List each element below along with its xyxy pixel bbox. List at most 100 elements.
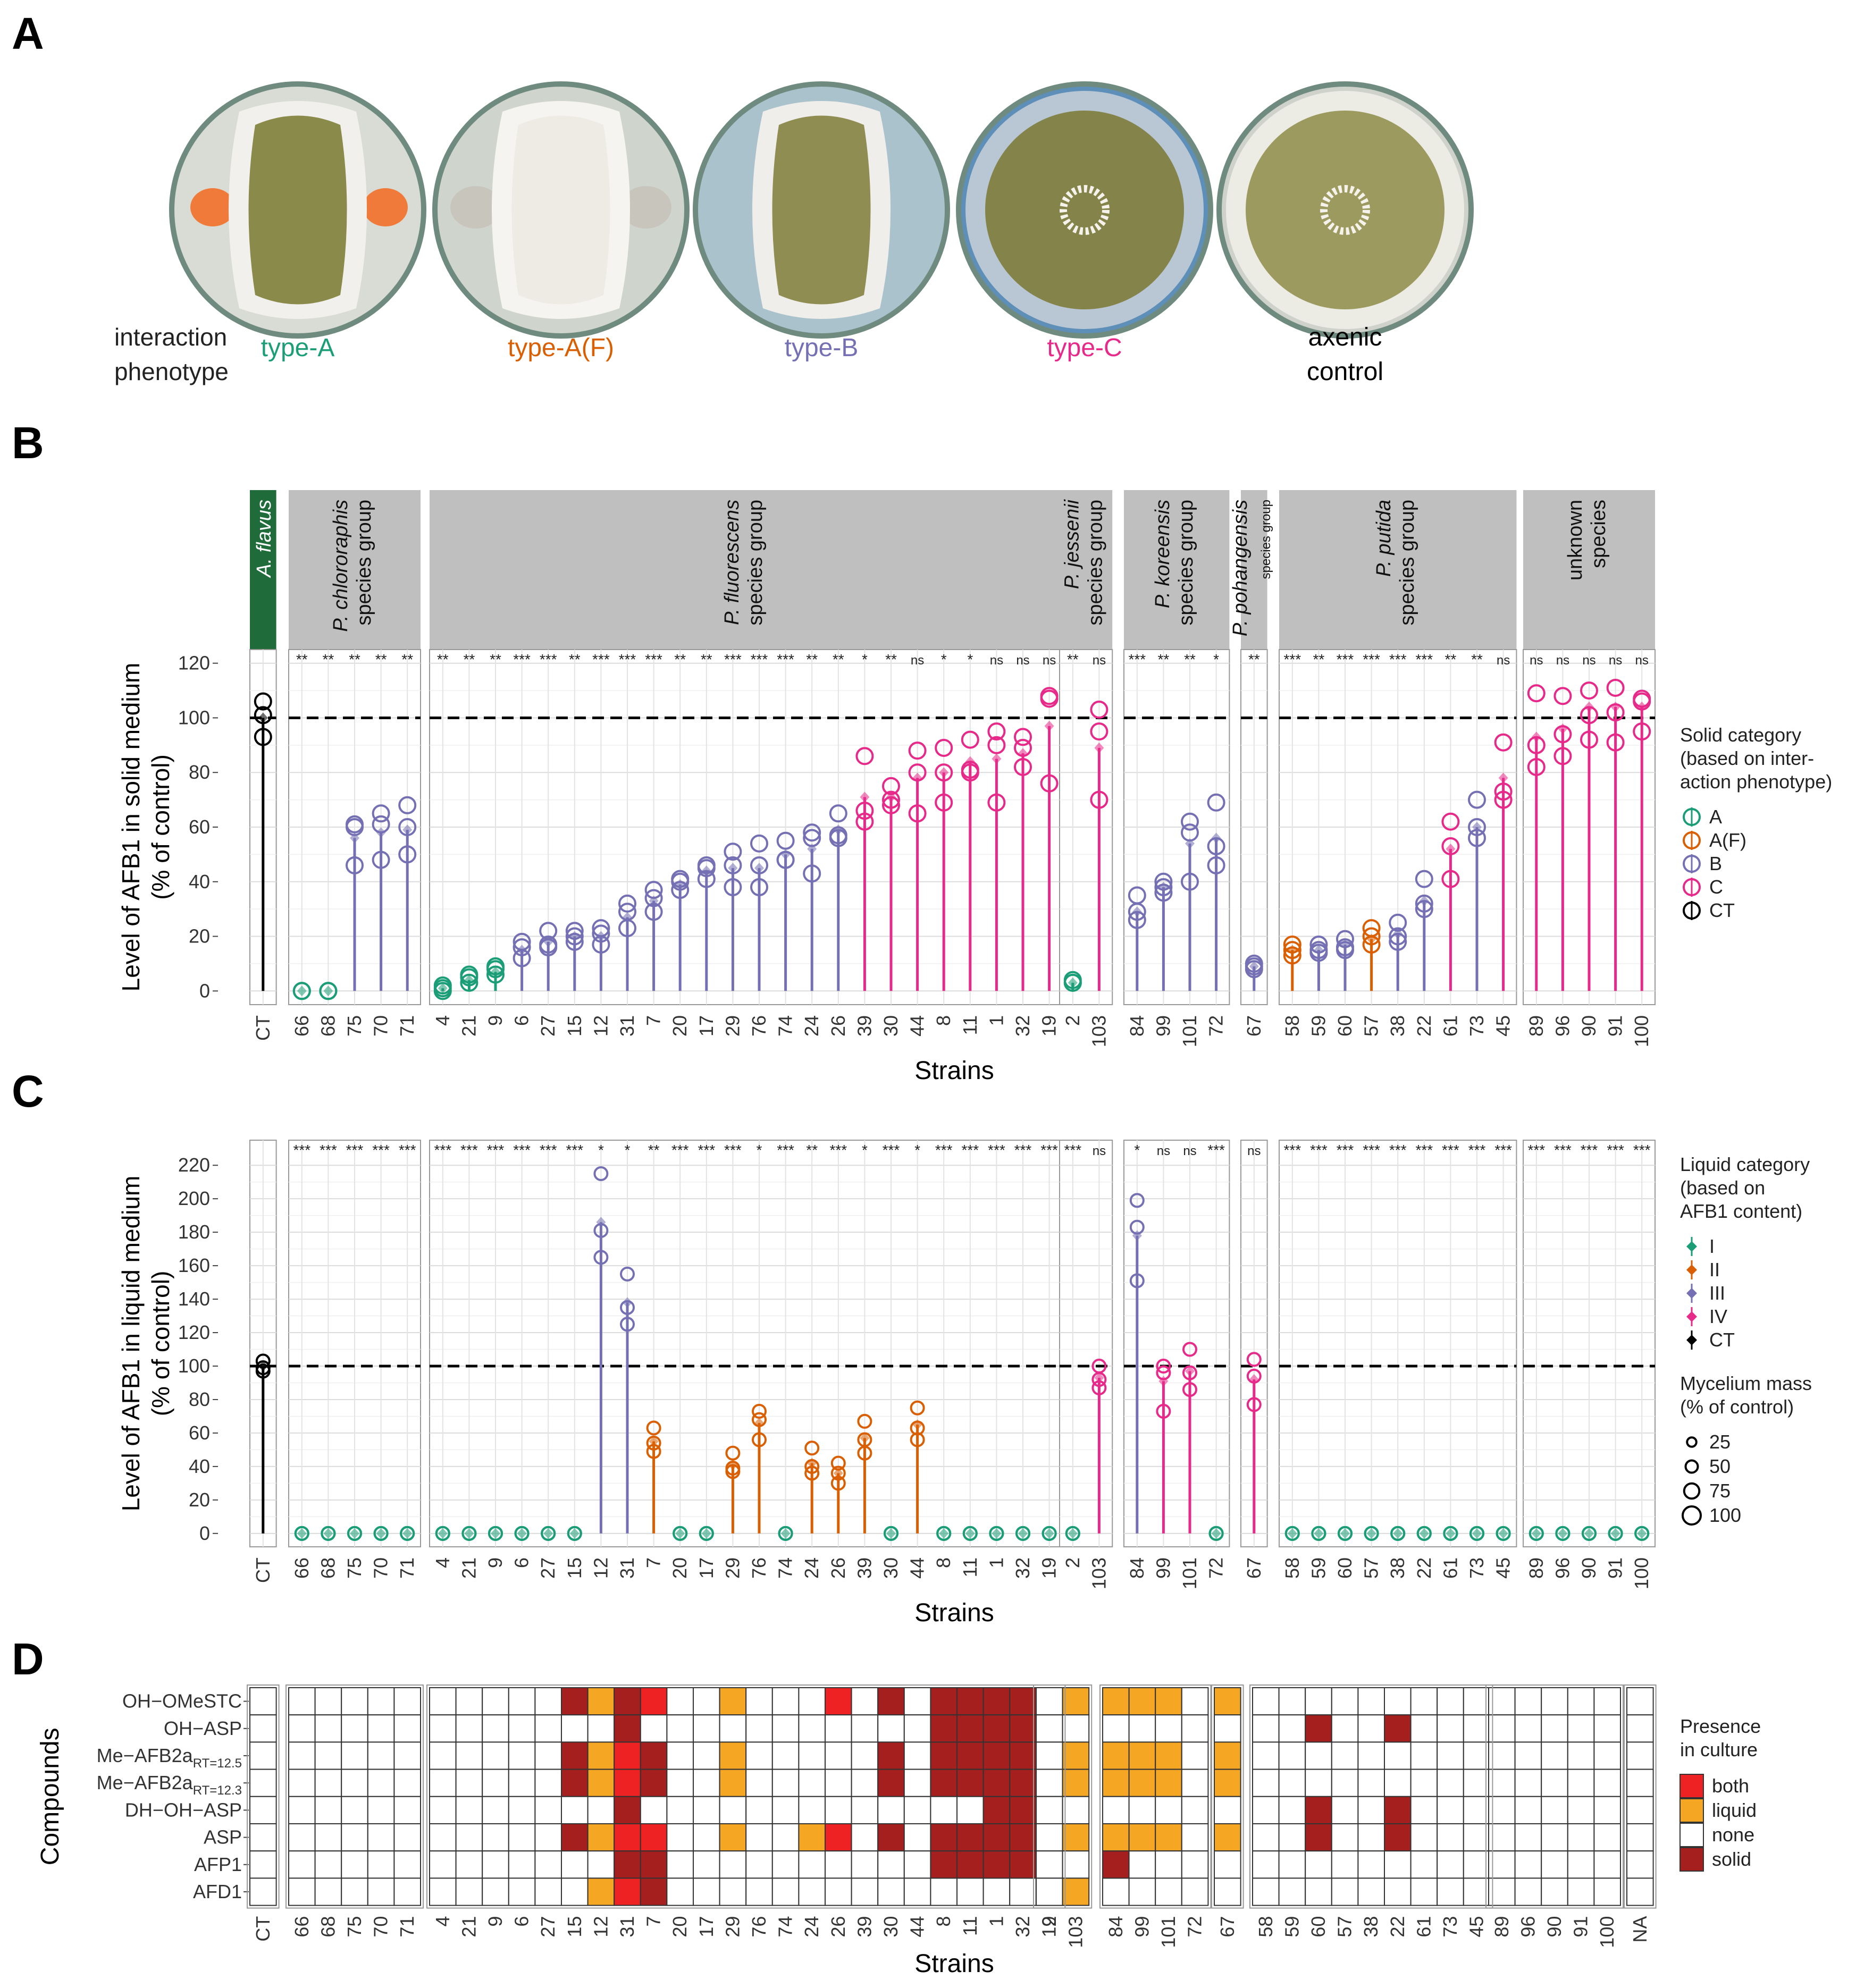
heatmap-cell <box>1331 1796 1359 1825</box>
heatmap-cell <box>745 1877 773 1906</box>
heatmap-cell <box>1305 1741 1332 1770</box>
x-tick-label: 70 <box>370 1015 392 1037</box>
heatmap-cell <box>1128 1687 1156 1716</box>
heatmap-cell <box>825 1850 852 1879</box>
heatmap-cell <box>1062 1741 1090 1770</box>
legend-label: C <box>1709 876 1723 898</box>
legend-title: AFB1 content) <box>1680 1200 1802 1222</box>
x-tick-label: 4 <box>432 1015 453 1026</box>
heatmap-cell <box>341 1741 368 1770</box>
heatmap-cell <box>1305 1850 1332 1879</box>
mean-marker <box>728 863 738 874</box>
replicate-point <box>1207 793 1225 812</box>
heatmap-cell <box>903 1850 931 1879</box>
replicate-point <box>803 823 821 842</box>
strain-19-marks <box>1040 687 1059 991</box>
facet-panel: * ns ns *** <box>1123 1140 1230 1547</box>
significance-label: *** <box>961 1142 979 1158</box>
significance-label: *** <box>293 1142 310 1158</box>
heatmap-cell <box>877 1714 905 1743</box>
heatmap-cell <box>1593 1796 1621 1825</box>
mean-marker <box>350 1528 359 1539</box>
strain-19-marks <box>1042 1526 1057 1541</box>
replicate-point <box>830 1465 846 1481</box>
heatmap-cell <box>825 1823 852 1852</box>
x-tick-label: 96 <box>1551 1015 1573 1037</box>
heatmap-cell <box>1009 1714 1037 1743</box>
x-tick-label: 100 <box>1596 1916 1618 1948</box>
replicate-point <box>1182 1342 1197 1357</box>
replicate-point <box>1015 1526 1030 1541</box>
replicate-point <box>989 1526 1004 1541</box>
replicate-point <box>1284 1526 1300 1541</box>
heatmap-cell <box>903 1741 931 1770</box>
facet-panel: ns <box>1240 1140 1268 1547</box>
x-tick-label: 71 <box>396 1015 418 1037</box>
x-tick-label: 19 <box>1038 1557 1060 1579</box>
significance-label: * <box>625 1142 631 1158</box>
heatmap-cell <box>771 1850 800 1879</box>
strain-29-marks <box>724 843 742 991</box>
heatmap-cell <box>1593 1768 1621 1797</box>
heatmap-cell <box>1626 1768 1654 1797</box>
strain-90-marks <box>1582 1526 1597 1541</box>
heatmap-cell <box>1036 1741 1063 1770</box>
x-tick-label: 66 <box>291 1557 313 1579</box>
significance-label: *** <box>777 651 794 668</box>
heatmap-cell <box>1278 1796 1306 1825</box>
y-tick-label: 120 <box>178 1321 210 1343</box>
heatmap-cell <box>455 1741 483 1770</box>
facet-border <box>247 1684 280 1909</box>
heatmap-cell <box>1410 1687 1438 1716</box>
x-tick-label: 20 <box>669 1015 691 1037</box>
replicate-point <box>254 728 272 746</box>
x-tick-label: 73 <box>1439 1916 1461 1938</box>
heatmap-cell <box>561 1714 589 1743</box>
x-tick-label: 57 <box>1360 1015 1382 1037</box>
replicate-point <box>804 1459 820 1474</box>
replicate-point <box>398 796 417 814</box>
mean-marker <box>1498 772 1508 784</box>
heatmap-cell <box>982 1850 1011 1879</box>
x-tick-label: 74 <box>775 1916 796 1938</box>
significance-label: *** <box>935 1142 953 1158</box>
heatmap-cell <box>367 1687 395 1716</box>
strain-30-marks <box>882 777 900 991</box>
x-tick-label: 44 <box>906 1557 928 1579</box>
heatmap-cell <box>1181 1823 1209 1852</box>
strain-20-marks <box>673 1526 688 1541</box>
y-tick-label: 80 <box>189 1388 210 1410</box>
mean-marker <box>1558 1528 1568 1539</box>
significance-label: ns <box>1497 653 1510 668</box>
legend-key <box>1686 1284 1697 1303</box>
x-tick-label: 90 <box>1578 1015 1600 1037</box>
replicate-point <box>1129 1273 1145 1288</box>
heatmap-cell <box>341 1850 368 1879</box>
strain-96-marks <box>1555 1526 1571 1541</box>
heatmap-cell <box>249 1714 277 1743</box>
heatmap-cell <box>1062 1768 1090 1797</box>
strip-label: P. putida <box>1373 500 1395 577</box>
strain-24-marks <box>804 1441 820 1534</box>
heatmap-cell <box>1410 1850 1438 1879</box>
replicate-point <box>539 938 558 957</box>
mean-marker <box>1044 720 1054 731</box>
heatmap-cell <box>508 1796 536 1825</box>
heatmap-cell <box>1252 1796 1280 1825</box>
x-tick-label: 20 <box>669 1557 691 1579</box>
heatmap-cell <box>1357 1768 1385 1797</box>
heatmap-cell <box>1437 1877 1464 1906</box>
x-tick-label: 30 <box>880 1015 902 1037</box>
replicate-point <box>750 834 768 853</box>
legend-label: A <box>1709 806 1722 828</box>
x-tick-label: 45 <box>1492 1015 1514 1037</box>
heatmap-cell <box>1181 1796 1209 1825</box>
replicate-point <box>1128 903 1146 921</box>
heatmap-cell <box>249 1877 277 1906</box>
strain-96-marks <box>1553 687 1572 991</box>
x-tick-label: 7 <box>643 1015 665 1026</box>
replicate-point <box>433 982 452 1000</box>
significance-label: ** <box>437 651 449 668</box>
heatmap-cell <box>982 1823 1011 1852</box>
heatmap-cell <box>982 1768 1011 1797</box>
